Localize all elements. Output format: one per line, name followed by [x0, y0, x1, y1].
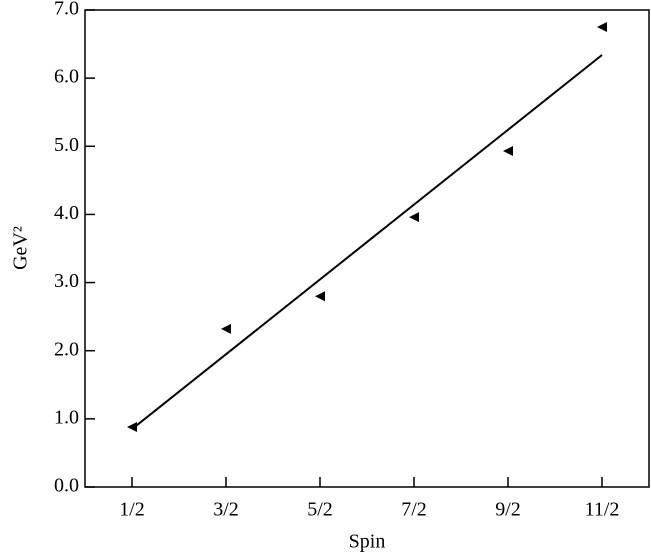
- x-tick-label: 1/2: [119, 499, 145, 521]
- y-tick-label: 2.0: [54, 338, 79, 360]
- x-axis-label: Spin: [349, 531, 386, 553]
- y-tick-label: 7.0: [54, 0, 79, 20]
- x-tick-label: 11/2: [585, 499, 620, 521]
- x-tick-label: 3/2: [213, 499, 239, 521]
- y-tick-label: 6.0: [54, 66, 79, 88]
- y-tick-label: 5.0: [54, 134, 79, 156]
- y-tick-label: 0.0: [54, 475, 79, 497]
- x-tick-label: 5/2: [307, 499, 333, 521]
- data-point: [127, 422, 137, 433]
- y-tick-label: 3.0: [54, 270, 79, 292]
- y-axis-label: GeV²: [10, 226, 32, 270]
- data-point: [221, 323, 231, 334]
- data-point: [409, 212, 419, 223]
- data-point: [597, 22, 607, 33]
- y-tick-label: 1.0: [54, 406, 79, 428]
- fit-line: [131, 54, 603, 430]
- y-tick-label: 4.0: [54, 202, 79, 224]
- data-point: [315, 291, 325, 302]
- data-point: [503, 146, 513, 157]
- plot-frame: [84, 9, 650, 488]
- x-tick-label: 9/2: [495, 499, 521, 521]
- x-tick-label: 7/2: [401, 499, 427, 521]
